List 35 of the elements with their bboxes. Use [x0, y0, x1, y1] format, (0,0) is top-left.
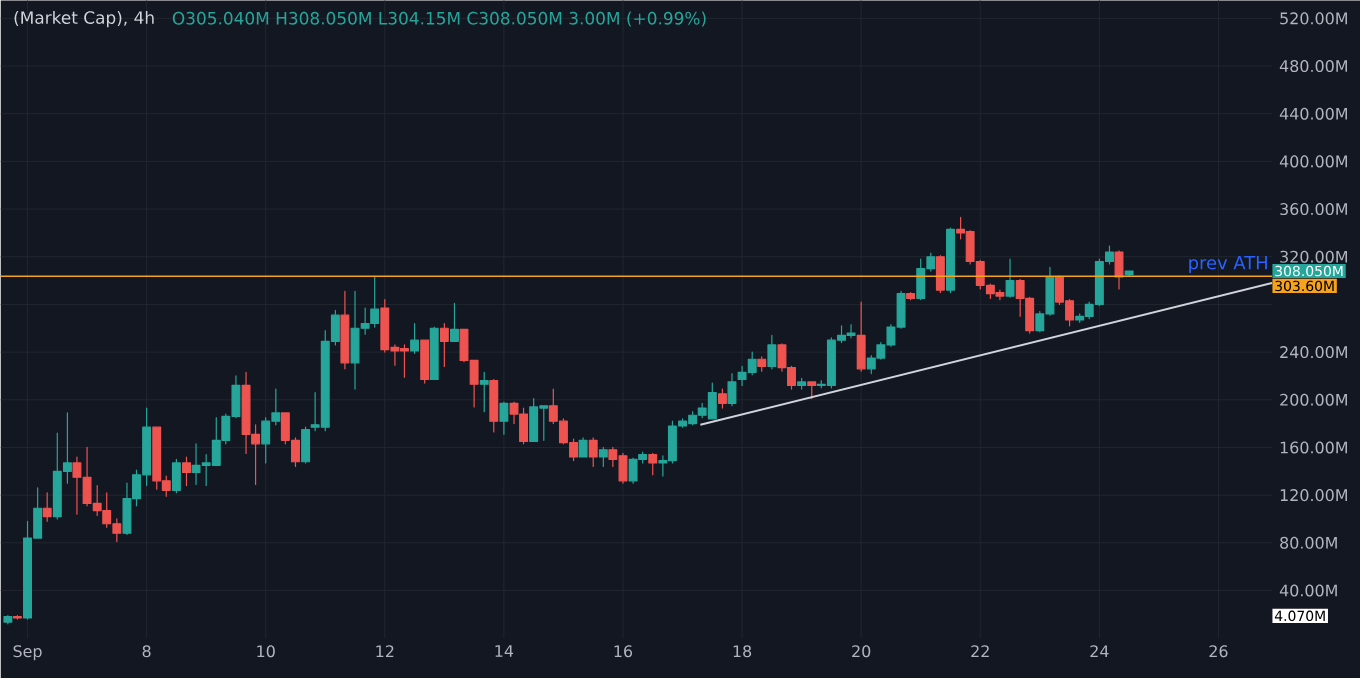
candlestick [301, 426, 311, 464]
candlestick [420, 339, 430, 384]
candlestick [757, 356, 767, 372]
candlestick [1005, 258, 1015, 298]
candlestick [499, 401, 509, 435]
candlestick [856, 301, 866, 372]
candlestick [340, 290, 350, 370]
candlestick [946, 227, 955, 294]
candlestick [439, 322, 449, 367]
text: (Market Cap), 4h [14, 10, 154, 28]
candlestick [648, 452, 658, 476]
candlestick [42, 492, 52, 522]
candlestick [171, 458, 181, 494]
candlestick [807, 381, 817, 400]
candlestick [429, 326, 439, 381]
candlestick [767, 334, 777, 370]
candlestick [935, 254, 945, 294]
candlestick [12, 614, 22, 620]
candlestick [588, 437, 598, 468]
candlestick [489, 378, 499, 433]
ref-line-label: prev ATH [1189, 256, 1267, 273]
candlestick [717, 388, 727, 409]
candlestick [797, 377, 807, 390]
candlestick [578, 437, 588, 458]
candlestick [727, 372, 737, 407]
candlestick [1114, 250, 1124, 290]
text: O305.040M H308.050M L304.15M C308.050M 3.00M (+0.99%) [172, 11, 706, 27]
candlestick [450, 302, 459, 342]
candlestick [906, 291, 916, 301]
candlestick [410, 322, 420, 354]
candlestick [182, 456, 191, 487]
candlestick [598, 446, 608, 468]
candlestick [1124, 270, 1134, 277]
candlestick [479, 371, 489, 413]
candlestick [3, 614, 13, 625]
